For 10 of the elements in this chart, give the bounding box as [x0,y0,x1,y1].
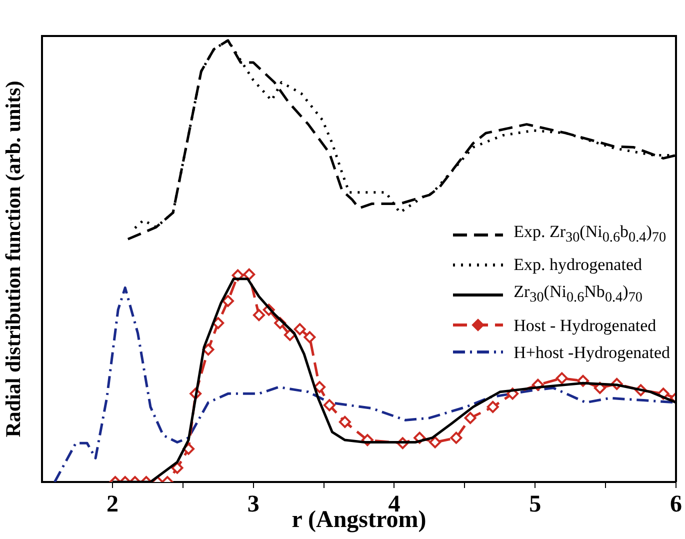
legend-label: Zr$_{30}$(Ni$_{0.6}$Nb$_{0.4}$)$_{70}$ [514,281,642,308]
x-tick-label: 3 [247,492,260,518]
legend-label: H+host -Hydrogenated [514,342,670,364]
legend-label: Host - Hydrogenated [514,314,656,337]
y-axis-title: Radial distribution function (arb. units) [1,80,26,438]
x-tick-label: 5 [529,492,542,518]
x-tick-label: 2 [106,492,118,518]
legend-label: Exp. Zr$_{30}$(Ni$_{0.6}$b$_{0.4}$)$_{70}$ [514,221,666,248]
x-tick-label: 6 [670,492,682,518]
legend-label: Exp. hydrogenated [514,254,642,276]
